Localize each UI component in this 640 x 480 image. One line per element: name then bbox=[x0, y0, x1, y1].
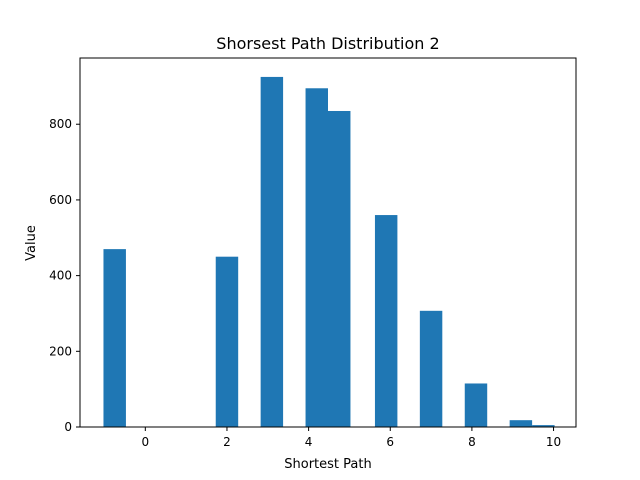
y-tick-label-4: 800 bbox=[49, 117, 72, 131]
bar-8 bbox=[509, 420, 533, 427]
bar-9 bbox=[532, 425, 555, 427]
x-tick-label-5: 10 bbox=[546, 435, 561, 449]
x-tick-label-3: 6 bbox=[386, 435, 394, 449]
y-tick-label-3: 600 bbox=[49, 193, 72, 207]
x-tick-label-2: 4 bbox=[305, 435, 313, 449]
bar-1 bbox=[215, 256, 239, 427]
plot-frame bbox=[79, 57, 577, 428]
bar-0 bbox=[103, 249, 126, 427]
x-tick-label-0: 0 bbox=[141, 435, 149, 449]
y-axis-label: Value bbox=[24, 225, 39, 261]
bar-7 bbox=[464, 383, 488, 427]
bar-3 bbox=[305, 88, 328, 428]
bar-6 bbox=[419, 310, 443, 427]
x-tick-label-1: 2 bbox=[223, 435, 231, 449]
y-axis-ticks: 0 200 400 600 800 bbox=[49, 117, 80, 434]
chart-title: Shorsest Path Distribution 2 bbox=[216, 34, 439, 53]
x-tick-label-4: 8 bbox=[468, 435, 476, 449]
bar-5 bbox=[374, 215, 398, 427]
x-axis-label: Shortest Path bbox=[284, 457, 371, 472]
bar-2 bbox=[260, 76, 284, 427]
bars-group bbox=[103, 76, 555, 428]
y-tick-label-1: 200 bbox=[49, 344, 72, 358]
bar-4 bbox=[328, 110, 351, 427]
x-axis-ticks: 0 2 4 6 8 10 bbox=[141, 427, 561, 449]
y-tick-label-0: 0 bbox=[64, 420, 72, 434]
y-tick-label-2: 400 bbox=[49, 269, 72, 283]
